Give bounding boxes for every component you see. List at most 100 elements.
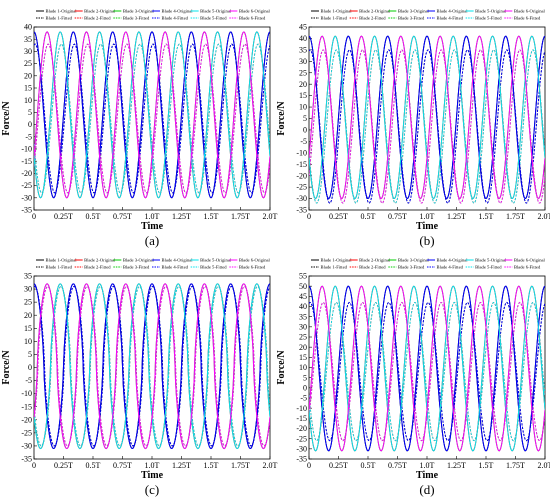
series-group	[34, 283, 270, 450]
chart-svg: -35-30-25-20-15-10-505101520253035404550…	[276, 258, 550, 497]
legend-label: Blade 2-Original	[359, 9, 391, 14]
series-line	[34, 285, 270, 447]
y-tick-label: 35	[299, 45, 307, 54]
chart-svg: -35 -30 -25 -20 -15 -10 -5 0 5 10 15 20 25 30 35 40 45 0 0…	[276, 9, 550, 248]
legend-entry: Blade 5-Fitted	[465, 16, 502, 21]
x-tick-label: 0.5T	[86, 461, 101, 470]
y-tick-label: 15	[299, 353, 307, 362]
y-tick-label: -30	[296, 194, 307, 203]
legend-entry: Blade 2-Original	[74, 258, 116, 263]
y-tick-label: 30	[299, 322, 307, 331]
y-tick-label: 35	[24, 272, 32, 281]
series-line	[34, 43, 270, 194]
y-tick-label: -15	[21, 157, 32, 166]
legend-label: Blade 5-Original	[475, 258, 507, 263]
legend-label: Blade 1-Fitted	[46, 265, 73, 270]
legend-entry: Blade 2-Original	[74, 9, 116, 14]
legend-entry: Blade 3-Fitted	[388, 16, 425, 21]
series-line	[34, 43, 270, 194]
y-tick-label: 30	[24, 47, 32, 56]
x-tick-label: 1.75T	[506, 212, 525, 221]
chart-panel: -35 -30 -25 -20 -15 -10 -5 0 5 10 15 20 25 30 35 0 0.25T…	[0, 249, 278, 498]
legend-entry: Blade 1-Original	[36, 9, 77, 14]
y-tick-label: 45	[299, 23, 307, 32]
legend-label: Blade 1-Original	[321, 258, 353, 263]
legend-label: Blade 5-Fitted	[475, 265, 502, 270]
legend-entry: Blade 3-Original	[113, 258, 155, 263]
legend-label: Blade 6-Original	[514, 9, 546, 14]
y-tick-label: 35	[24, 35, 32, 44]
legend-label: Blade 5-Fitted	[475, 16, 502, 21]
y-tick-label: -5	[25, 376, 32, 385]
series-line	[309, 35, 545, 200]
y-tick-label: -15	[296, 414, 307, 423]
panel-label: (a)	[145, 233, 159, 248]
x-tick-label: 2.0T	[538, 461, 550, 470]
y-tick-label: 20	[24, 71, 32, 80]
legend-label: Blade 6-Original	[514, 258, 546, 263]
y-tick-label: 45	[299, 292, 307, 301]
x-tick-label: 0.5T	[86, 212, 101, 221]
y-tick-label: 0	[303, 126, 307, 135]
series-line	[34, 285, 270, 447]
legend-entry: Blade 6-Fitted	[504, 16, 541, 21]
x-tick-label: 0.25T	[329, 212, 348, 221]
x-tick-label: 0.75T	[113, 212, 132, 221]
y-tick-label: -35	[296, 455, 307, 464]
x-tick-label: 0	[307, 461, 311, 470]
y-tick-label: -5	[25, 132, 32, 141]
x-tick-label: 1.0T	[420, 212, 435, 221]
panel-label: (c)	[145, 482, 159, 497]
y-tick-label: 10	[299, 103, 307, 112]
legend-entry: Blade 4-Original	[152, 9, 193, 14]
legend-label: Blade 4-Fitted	[162, 16, 189, 21]
x-tick-label: 1.75T	[506, 461, 525, 470]
legend-entry: Blade 5-Original	[465, 9, 507, 14]
x-tick-label: 0.25T	[54, 461, 73, 470]
legend-entry: Blade 4-Fitted	[427, 16, 464, 21]
legend-entry: Blade 3-Fitted	[113, 16, 150, 21]
y-tick-label: 5	[303, 114, 307, 123]
series-line	[309, 49, 545, 204]
legend-label: Blade 2-Fitted	[84, 16, 111, 21]
legend-label: Blade 2-Fitted	[359, 265, 386, 270]
legend-entry: Blade 6-Original	[229, 258, 271, 263]
legend-label: Blade 2-Fitted	[359, 16, 386, 21]
legend-entry: Blade 5-Fitted	[190, 265, 227, 270]
series-line	[34, 31, 270, 199]
legend-entry: Blade 2-Original	[349, 258, 391, 263]
series-line	[34, 31, 270, 199]
y-tick-label: 0	[28, 120, 32, 129]
series-line	[34, 285, 270, 447]
legend-label: Blade 2-Original	[84, 9, 116, 14]
y-tick-label: -15	[21, 402, 32, 411]
y-axis-label: Force/N	[276, 350, 287, 385]
y-tick-label: 25	[24, 298, 32, 307]
y-tick-label: -15	[296, 160, 307, 169]
series-line	[34, 31, 270, 199]
x-tick-label: 1.75T	[231, 461, 250, 470]
y-tick-label: -10	[296, 148, 307, 157]
y-tick-label: -30	[21, 193, 32, 202]
y-tick-label: 20	[299, 343, 307, 352]
y-tick-label: 0	[28, 363, 32, 372]
y-tick-label: -5	[300, 137, 307, 146]
panel-label: (d)	[419, 482, 434, 497]
legend-label: Blade 1-Fitted	[321, 16, 348, 21]
series-group	[34, 31, 270, 199]
legend-label: Blade 1-Original	[321, 9, 353, 14]
x-tick-label: 0.25T	[54, 212, 73, 221]
x-tick-label: 1.0T	[145, 212, 160, 221]
chart-svg: -35 -30 -25 -20 -15 -10 -5 0 5 10 15 20 25 30 35 40 0 0.2…	[1, 9, 278, 248]
series-line	[309, 285, 545, 452]
series-line	[34, 31, 270, 199]
legend-entry: Blade 5-Original	[465, 258, 507, 263]
series-line	[309, 35, 545, 200]
legend-label: Blade 3-Fitted	[123, 16, 150, 21]
series-line	[309, 285, 545, 452]
chart-svg: -35 -30 -25 -20 -15 -10 -5 0 5 10 15 20 25 30 35 0 0.25T…	[1, 258, 278, 497]
x-axis-label: Time	[416, 470, 439, 481]
legend-entry: Blade 2-Fitted	[74, 265, 111, 270]
x-tick-label: 0	[32, 212, 36, 221]
y-tick-label: -20	[21, 169, 32, 178]
